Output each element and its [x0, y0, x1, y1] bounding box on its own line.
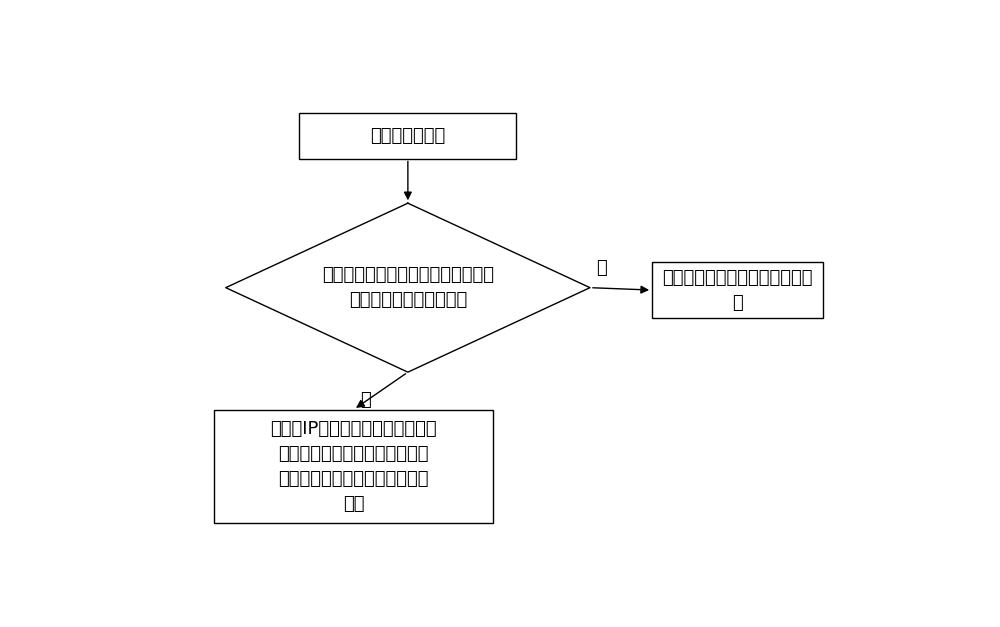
- Text: 否: 否: [596, 259, 607, 277]
- Text: 通话量是否超过第一阈值且每通电话
的通话时间低于第二阈值: 通话量是否超过第一阈值且每通电话 的通话时间低于第二阈值: [322, 266, 494, 309]
- Bar: [214, 409, 493, 523]
- Text: 是: 是: [360, 391, 371, 409]
- Bar: [652, 262, 822, 318]
- Text: 建立预付费机制: 建立预付费机制: [370, 127, 446, 145]
- Text: 继续监测用户通话量以及通话时
间: 继续监测用户通话量以及通话时 间: [662, 268, 812, 312]
- Text: 当对应IP地址下的用户发出呼叫请
求时立即执行第一次计费，当所
述呼叫请求被接通时，执行二次
计费: 当对应IP地址下的用户发出呼叫请 求时立即执行第一次计费，当所 述呼叫请求被接通…: [270, 420, 437, 513]
- Bar: [299, 113, 516, 159]
